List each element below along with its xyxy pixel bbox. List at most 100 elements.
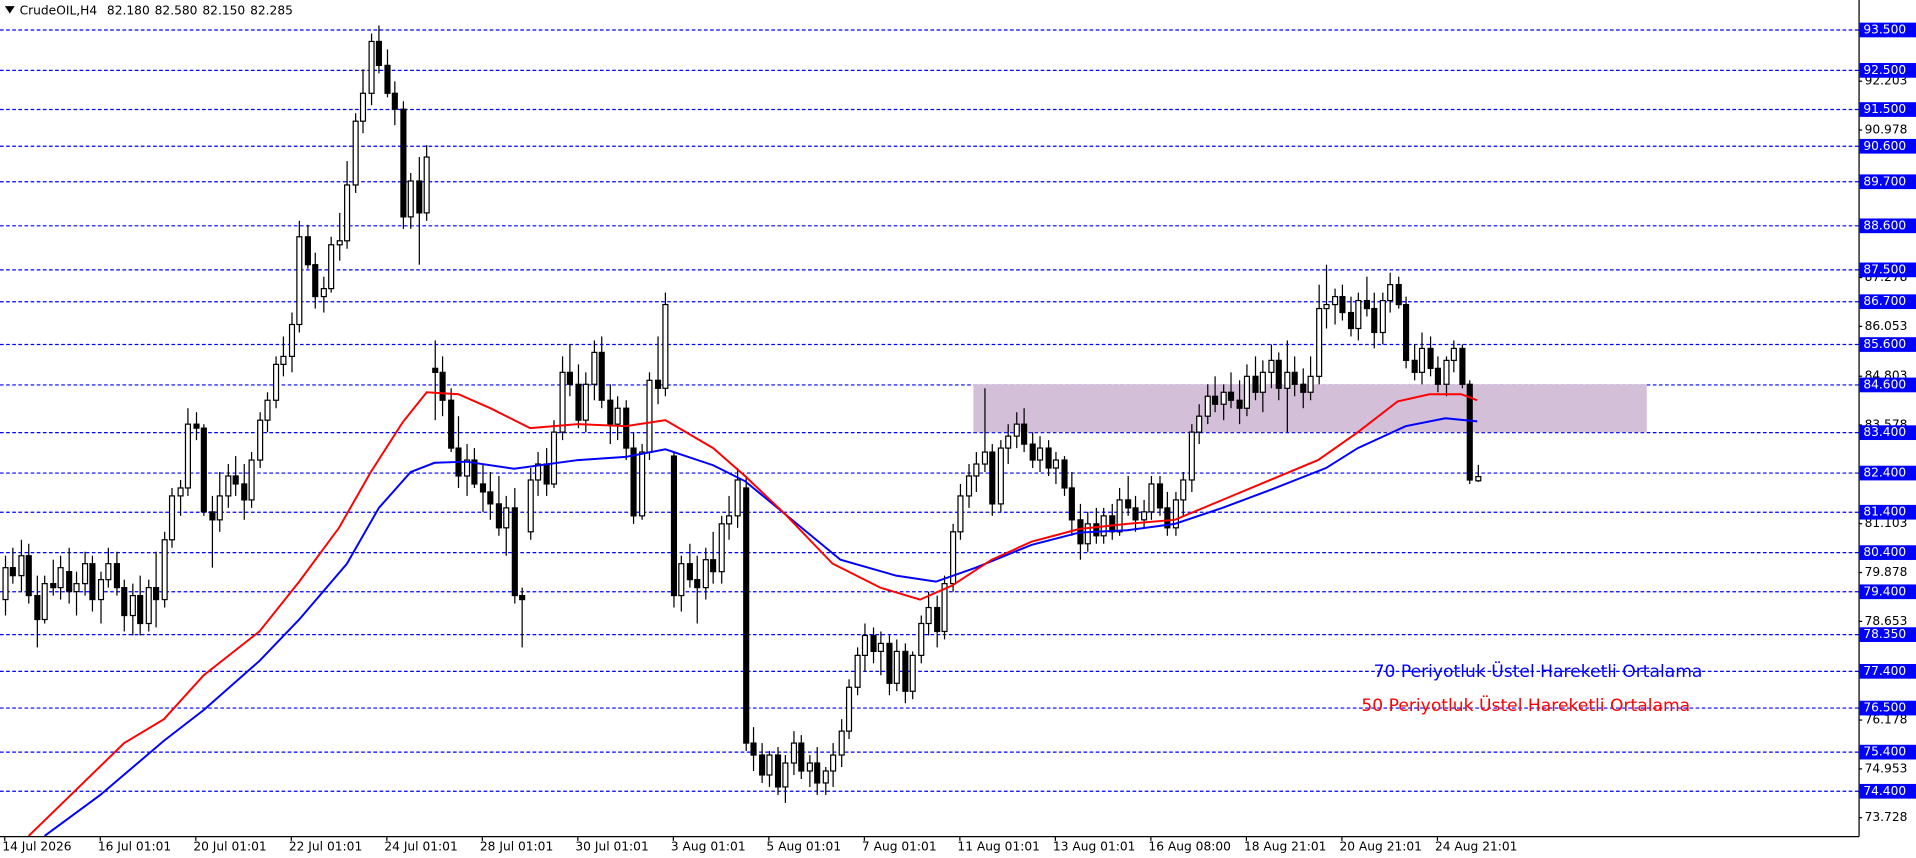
candle-body [391, 92, 398, 110]
candle-body [678, 563, 685, 597]
candle-body [1220, 391, 1227, 405]
x-tick-label: 14 Jul 2026 [2, 839, 71, 853]
candle-body [471, 459, 478, 485]
x-tick-label: 7 Aug 01:01 [862, 839, 937, 853]
candle-body [1109, 515, 1116, 533]
candle-body [1387, 284, 1394, 302]
candle-body [344, 184, 351, 242]
candle-body [225, 475, 232, 497]
candle-body [734, 479, 741, 517]
level-label-box [1859, 294, 1916, 310]
candle-body [743, 487, 750, 744]
candle-body [248, 459, 255, 501]
candle-body [941, 583, 948, 633]
level-label-box [1859, 377, 1916, 393]
candle-body [902, 650, 909, 692]
level-label: 93.500 [1863, 22, 1906, 36]
candle-body [559, 371, 566, 433]
level-label-box [1859, 174, 1916, 190]
candle-body [1300, 383, 1307, 393]
candle-body [654, 379, 662, 389]
candle-body [1125, 499, 1132, 509]
candle-body [1332, 295, 1339, 306]
candle-body [1316, 307, 1323, 377]
candle-body [782, 762, 789, 788]
candle-body [1307, 375, 1314, 393]
header-value: 82.580 [155, 4, 198, 18]
candle-body [1339, 295, 1346, 314]
candle-body [145, 586, 152, 625]
candle-body [1212, 395, 1219, 405]
candle-body [200, 427, 207, 513]
candle-body [105, 563, 112, 581]
candle-body [1141, 511, 1148, 521]
level-label-box [1859, 744, 1916, 760]
candle-body [1411, 359, 1418, 373]
candle-body [336, 240, 343, 246]
candle-body [1061, 459, 1068, 489]
candle-body [1252, 375, 1259, 393]
header-value: 82.180 [107, 4, 150, 18]
candle-body [1284, 371, 1291, 389]
candle-body [686, 563, 693, 581]
candle-body [9, 567, 16, 577]
candle-body [790, 742, 798, 764]
candle-body [193, 423, 200, 429]
candle-body [423, 156, 430, 214]
candle-body [184, 423, 191, 489]
candle-body [870, 634, 877, 653]
candle-body [177, 487, 184, 497]
level-label-box [1859, 664, 1916, 679]
moving-average-line [43, 417, 1478, 837]
candle-body [1355, 299, 1362, 330]
candle-body [464, 459, 471, 477]
candle-body [384, 64, 391, 94]
level-label: 81.400 [1863, 505, 1906, 519]
candle-body [582, 383, 589, 421]
candle-body [1403, 303, 1410, 361]
legend-entry: 70 Periyotluk Üstel Hareketli Ortalama [1374, 660, 1703, 682]
candle-body [1068, 487, 1075, 521]
y-tick-label: 79.878 [1865, 565, 1908, 579]
candle-body [97, 579, 105, 601]
x-tick-label: 24 Aug 21:01 [1435, 839, 1518, 853]
level-label: 90.600 [1863, 139, 1906, 153]
candle-body [950, 531, 957, 585]
candle-body [273, 363, 280, 401]
x-tick-label: 20 Aug 21:01 [1339, 839, 1422, 853]
candle-body [639, 451, 646, 517]
candle-body [296, 236, 303, 326]
candle-body [511, 507, 518, 597]
legend-entry: 50 Periyotluk Üstel Hareketli Ortalama [1361, 694, 1690, 716]
candle-body [1164, 507, 1171, 529]
candle-body [1243, 375, 1250, 409]
candle-body [702, 559, 709, 589]
candle-body [137, 594, 144, 625]
candle-body [1275, 359, 1282, 389]
symbol-title: CrudeOIL,H4 [20, 4, 98, 18]
level-label-box [1859, 22, 1916, 38]
level-label-box [1859, 783, 1916, 799]
menu-icon[interactable] [4, 6, 15, 14]
candle-body [670, 455, 678, 597]
candle-body [168, 495, 176, 541]
candle-body [1084, 523, 1091, 545]
candle-body [50, 583, 57, 589]
candle-body [1475, 475, 1482, 482]
candle-body [352, 120, 359, 186]
candle-body [1052, 459, 1060, 469]
candle-body [304, 236, 311, 266]
candle-body [774, 754, 782, 788]
candle-body [519, 594, 526, 601]
candle-body [886, 642, 893, 684]
y-tick-label: 78.653 [1865, 614, 1908, 628]
x-tick-label: 18 Aug 21:01 [1244, 839, 1327, 853]
candle-body [57, 567, 64, 589]
candle-body [1259, 371, 1266, 393]
candle-body [1291, 371, 1298, 385]
candle-body [359, 92, 367, 122]
candle-body [838, 730, 845, 756]
level-label: 89.700 [1863, 174, 1906, 188]
